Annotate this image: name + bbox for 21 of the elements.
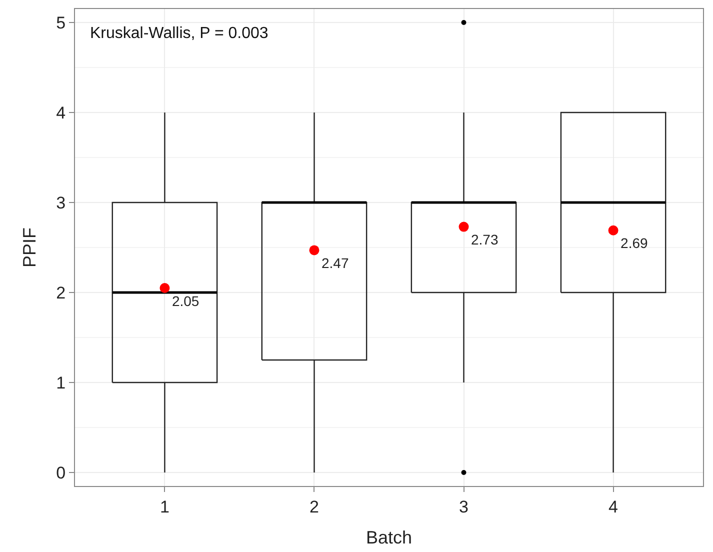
y-tick-label: 2	[56, 283, 66, 302]
y-tick-label: 3	[56, 193, 66, 212]
data-label: 2.47	[321, 254, 349, 271]
x-tick-label: 1	[160, 497, 170, 516]
annotation: Kruskal-Wallis, P = 0.003	[90, 25, 268, 42]
x-tick-label: 2	[310, 497, 319, 516]
y-tick-label: 5	[56, 13, 66, 32]
point	[309, 245, 320, 256]
point	[608, 225, 618, 236]
data-label: 2.05	[172, 292, 200, 309]
y-tick-label: 1	[56, 373, 66, 392]
y-axis-title: PPIF	[19, 227, 40, 268]
y-tick-label: 0	[56, 463, 66, 482]
y-tick-label: 4	[56, 103, 66, 122]
data-label: 2.69	[620, 235, 648, 252]
x-tick-label: 4	[608, 497, 618, 516]
point	[458, 222, 469, 232]
x-axis-title: Batch	[366, 528, 412, 548]
point	[160, 283, 170, 293]
data-label: 2.73	[471, 232, 498, 248]
x-tick-label: 3	[459, 497, 468, 516]
